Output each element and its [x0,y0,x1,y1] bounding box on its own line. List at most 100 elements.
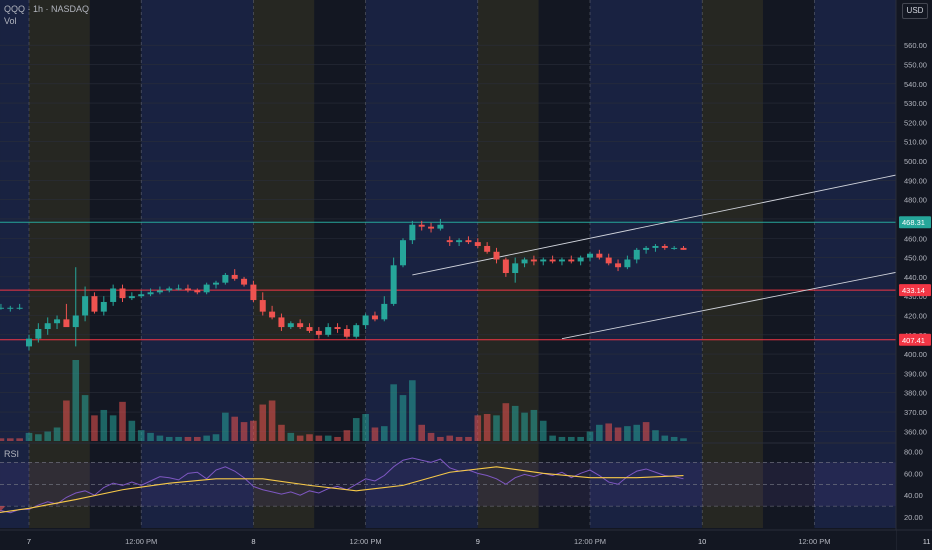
rsi-legend[interactable]: RSI [4,449,20,459]
candle-body [671,247,678,249]
candle-body [128,296,135,299]
candle-body [297,323,304,328]
price-tick-label: 400.00 [904,350,927,359]
time-tick-label: 12:00 PM [798,537,830,546]
candle-body [54,319,61,324]
volume-bar [35,434,42,441]
currency-button[interactable]: USD [902,3,928,19]
candle-body [624,259,631,268]
candle-body [287,323,294,328]
volume-bar [324,435,332,441]
candle-body [540,259,547,262]
candle-body [250,284,257,301]
price-tick-label: 420.00 [904,311,927,320]
candle-body [381,303,388,320]
candle-body [278,317,285,328]
volume-bar [502,403,510,441]
volume-bar [437,436,444,441]
volume-bar [446,435,454,441]
candle-body [465,240,472,243]
volume-bar [390,384,397,441]
candle-body [156,290,163,293]
volume-bar [642,422,650,441]
session-band [814,0,896,528]
volume-bar [53,427,61,441]
session-band [0,0,30,528]
volume-bar [0,438,5,441]
price-axis-background [896,0,932,550]
volume-bar [72,360,80,441]
volume-bar [474,415,482,441]
candle-body [484,245,491,252]
volume-bar [7,438,14,441]
candle-body [615,263,622,268]
horizontal-levels[interactable] [0,221,896,341]
volume-bar [624,426,631,441]
candle-body [661,245,668,248]
candle-body [605,257,612,264]
candle-body [343,329,350,337]
volume-legend[interactable]: Vol [4,16,17,26]
symbol-title[interactable]: QQQ · 1h · NASDAQ [4,4,90,14]
price-tick-label: 480.00 [904,196,927,205]
price-tick-label: 440.00 [904,273,927,282]
price-axis[interactable]: 560.00 550.00 540.00 530.00 520.00 510.00 500.… [895,0,932,550]
session-band [29,0,90,528]
candle-body [44,323,51,330]
time-tick-label: 12:00 PM [574,537,606,546]
volume-bar [362,414,369,441]
candle-body [437,224,444,229]
trend-line[interactable] [412,128,932,276]
volume-bar [147,432,154,441]
volume-bar [184,436,192,441]
candle-body [362,315,369,326]
rsi-tick-label: 20.00 [904,513,923,522]
candle-body [100,301,107,312]
candle-body [680,247,687,250]
candle-body [400,240,406,266]
volume-bar [511,405,519,441]
volume-bar [455,436,463,441]
price-tick-label: 500.00 [904,157,927,166]
candle-body [82,296,89,316]
volume-bar [661,435,669,441]
volume-bar [63,400,70,441]
candle-body [203,284,210,293]
price-tick-label: 550.00 [904,60,927,69]
volume-bar [137,430,145,441]
candle-body [456,240,463,243]
volume-bar [25,432,33,441]
price-tick-label: 370.00 [904,408,927,417]
candle-body [35,329,42,339]
volume-bar [633,424,641,441]
volume-bar [418,424,425,441]
candle-body [110,288,117,302]
volume-bar [409,380,416,441]
volume-bar [670,436,678,441]
rsi-pane [0,457,896,514]
volume-bar [577,436,584,441]
volume-bar [343,430,351,441]
level-price-tag[interactable] [899,333,931,346]
candle-body [558,259,565,262]
time-tick-label: 12:00 PM [350,537,382,546]
price-tick-label: 380.00 [904,389,927,398]
rsi-oversold-fill [0,506,6,511]
level-price-tag[interactable] [899,216,931,229]
price-tick-label: 540.00 [904,80,927,89]
volume-bar [371,427,379,441]
candles [0,218,687,351]
volume-bar [521,412,528,441]
candle-body [418,224,425,227]
candle-body [521,259,528,264]
candle-body [175,288,182,290]
volume-bar [652,430,659,441]
candle-body [315,330,322,335]
price-tick-label: 360.00 [904,427,927,436]
price-tick-label: 490.00 [904,176,927,185]
level-price-tag[interactable] [899,284,931,297]
price-tick-label: 530.00 [904,99,927,108]
candle-body [428,226,435,229]
